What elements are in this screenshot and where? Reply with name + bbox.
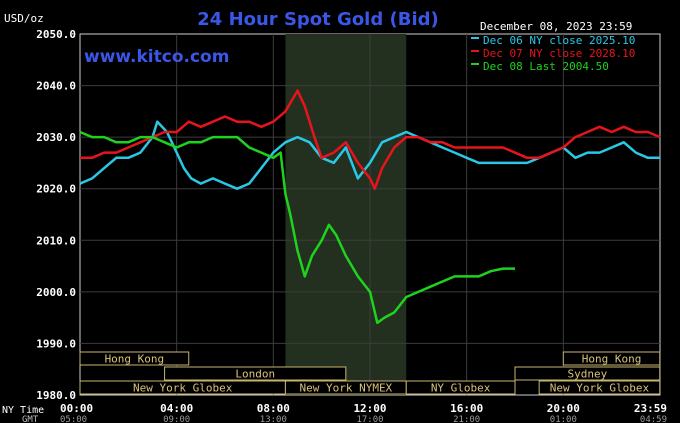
x-tick-label: 23:59 — [634, 402, 667, 415]
session-label: NY Globex — [431, 382, 491, 395]
site-url[interactable]: www.kitco.com — [84, 47, 229, 67]
session-label: London — [235, 368, 275, 381]
session-label: Sydney — [568, 368, 608, 381]
session-box — [79, 351, 190, 366]
y-tick-label: 2000.0 — [36, 286, 76, 299]
session-label: Hong Kong — [582, 353, 642, 366]
legend: Dec 06 NY close 2025.10 Dec 07 NY close … — [471, 34, 635, 73]
session-box — [405, 380, 516, 395]
x-tick-label: 00:00 — [60, 402, 93, 415]
gridlines — [80, 34, 660, 395]
x-tick-label: 20:00 — [547, 402, 580, 415]
legend-dec06: Dec 06 NY close 2025.10 — [483, 34, 635, 47]
units-label: USD/oz — [4, 12, 44, 25]
x-tick-label: 12:00 — [353, 402, 386, 415]
legend-dec07: Dec 07 NY close 2028.10 — [483, 47, 635, 60]
session-label: Hong Kong — [105, 353, 165, 366]
legend-dec08: Dec 08 Last 2004.50 — [483, 60, 609, 73]
y-axis-ticks: 2050.0 2040.0 2030.0 2020.0 2010.0 2000.0 1990… — [36, 28, 76, 402]
ny-time-label: NY Time — [2, 405, 44, 416]
session-label: New York Globex — [133, 382, 233, 395]
legend-swatch-dec06 — [471, 37, 479, 39]
gmt-tick-label: 01:00 — [550, 415, 577, 423]
gmt-tick-label: 05:00 — [60, 415, 87, 423]
session-box — [538, 380, 661, 395]
y-tick-label: 1990.0 — [36, 337, 76, 350]
y-tick-label: 2010.0 — [36, 234, 76, 247]
session-label: New York NYMEX — [299, 382, 392, 395]
gmt-label: GMT — [22, 415, 39, 423]
x-tick-label: 16:00 — [450, 402, 483, 415]
nymex-session-band — [285, 34, 407, 395]
session-box — [164, 366, 347, 381]
y-tick-label: 2030.0 — [36, 131, 76, 144]
gmt-tick-label: 04:59 — [640, 415, 667, 423]
legend-swatch-dec07 — [471, 50, 479, 52]
session-box — [514, 366, 661, 381]
session-label: New York Globex — [550, 382, 650, 395]
price-series — [79, 89, 661, 325]
gmt-tick-label: 13:00 — [260, 415, 287, 423]
x-tick-label: 08:00 — [257, 402, 290, 415]
y-tick-label: 2050.0 — [36, 28, 76, 41]
gmt-tick-label: 21:00 — [453, 415, 480, 423]
legend-swatch-dec08 — [471, 63, 479, 65]
y-tick-label: 2040.0 — [36, 80, 76, 93]
gmt-tick-label: 09:00 — [163, 415, 190, 423]
y-tick-label: 2020.0 — [36, 183, 76, 196]
y-tick-label: 1980.0 — [36, 389, 76, 402]
series-line-2 — [79, 130, 515, 325]
datetime-label: December 08, 2023 23:59 — [480, 20, 632, 33]
x-tick-label: 04:00 — [160, 402, 193, 415]
chart-title: 24 Hour Spot Gold (Bid) — [197, 9, 438, 30]
series-line-1 — [80, 89, 661, 190]
gmt-tick-label: 17:00 — [356, 415, 383, 423]
session-box — [562, 351, 661, 366]
